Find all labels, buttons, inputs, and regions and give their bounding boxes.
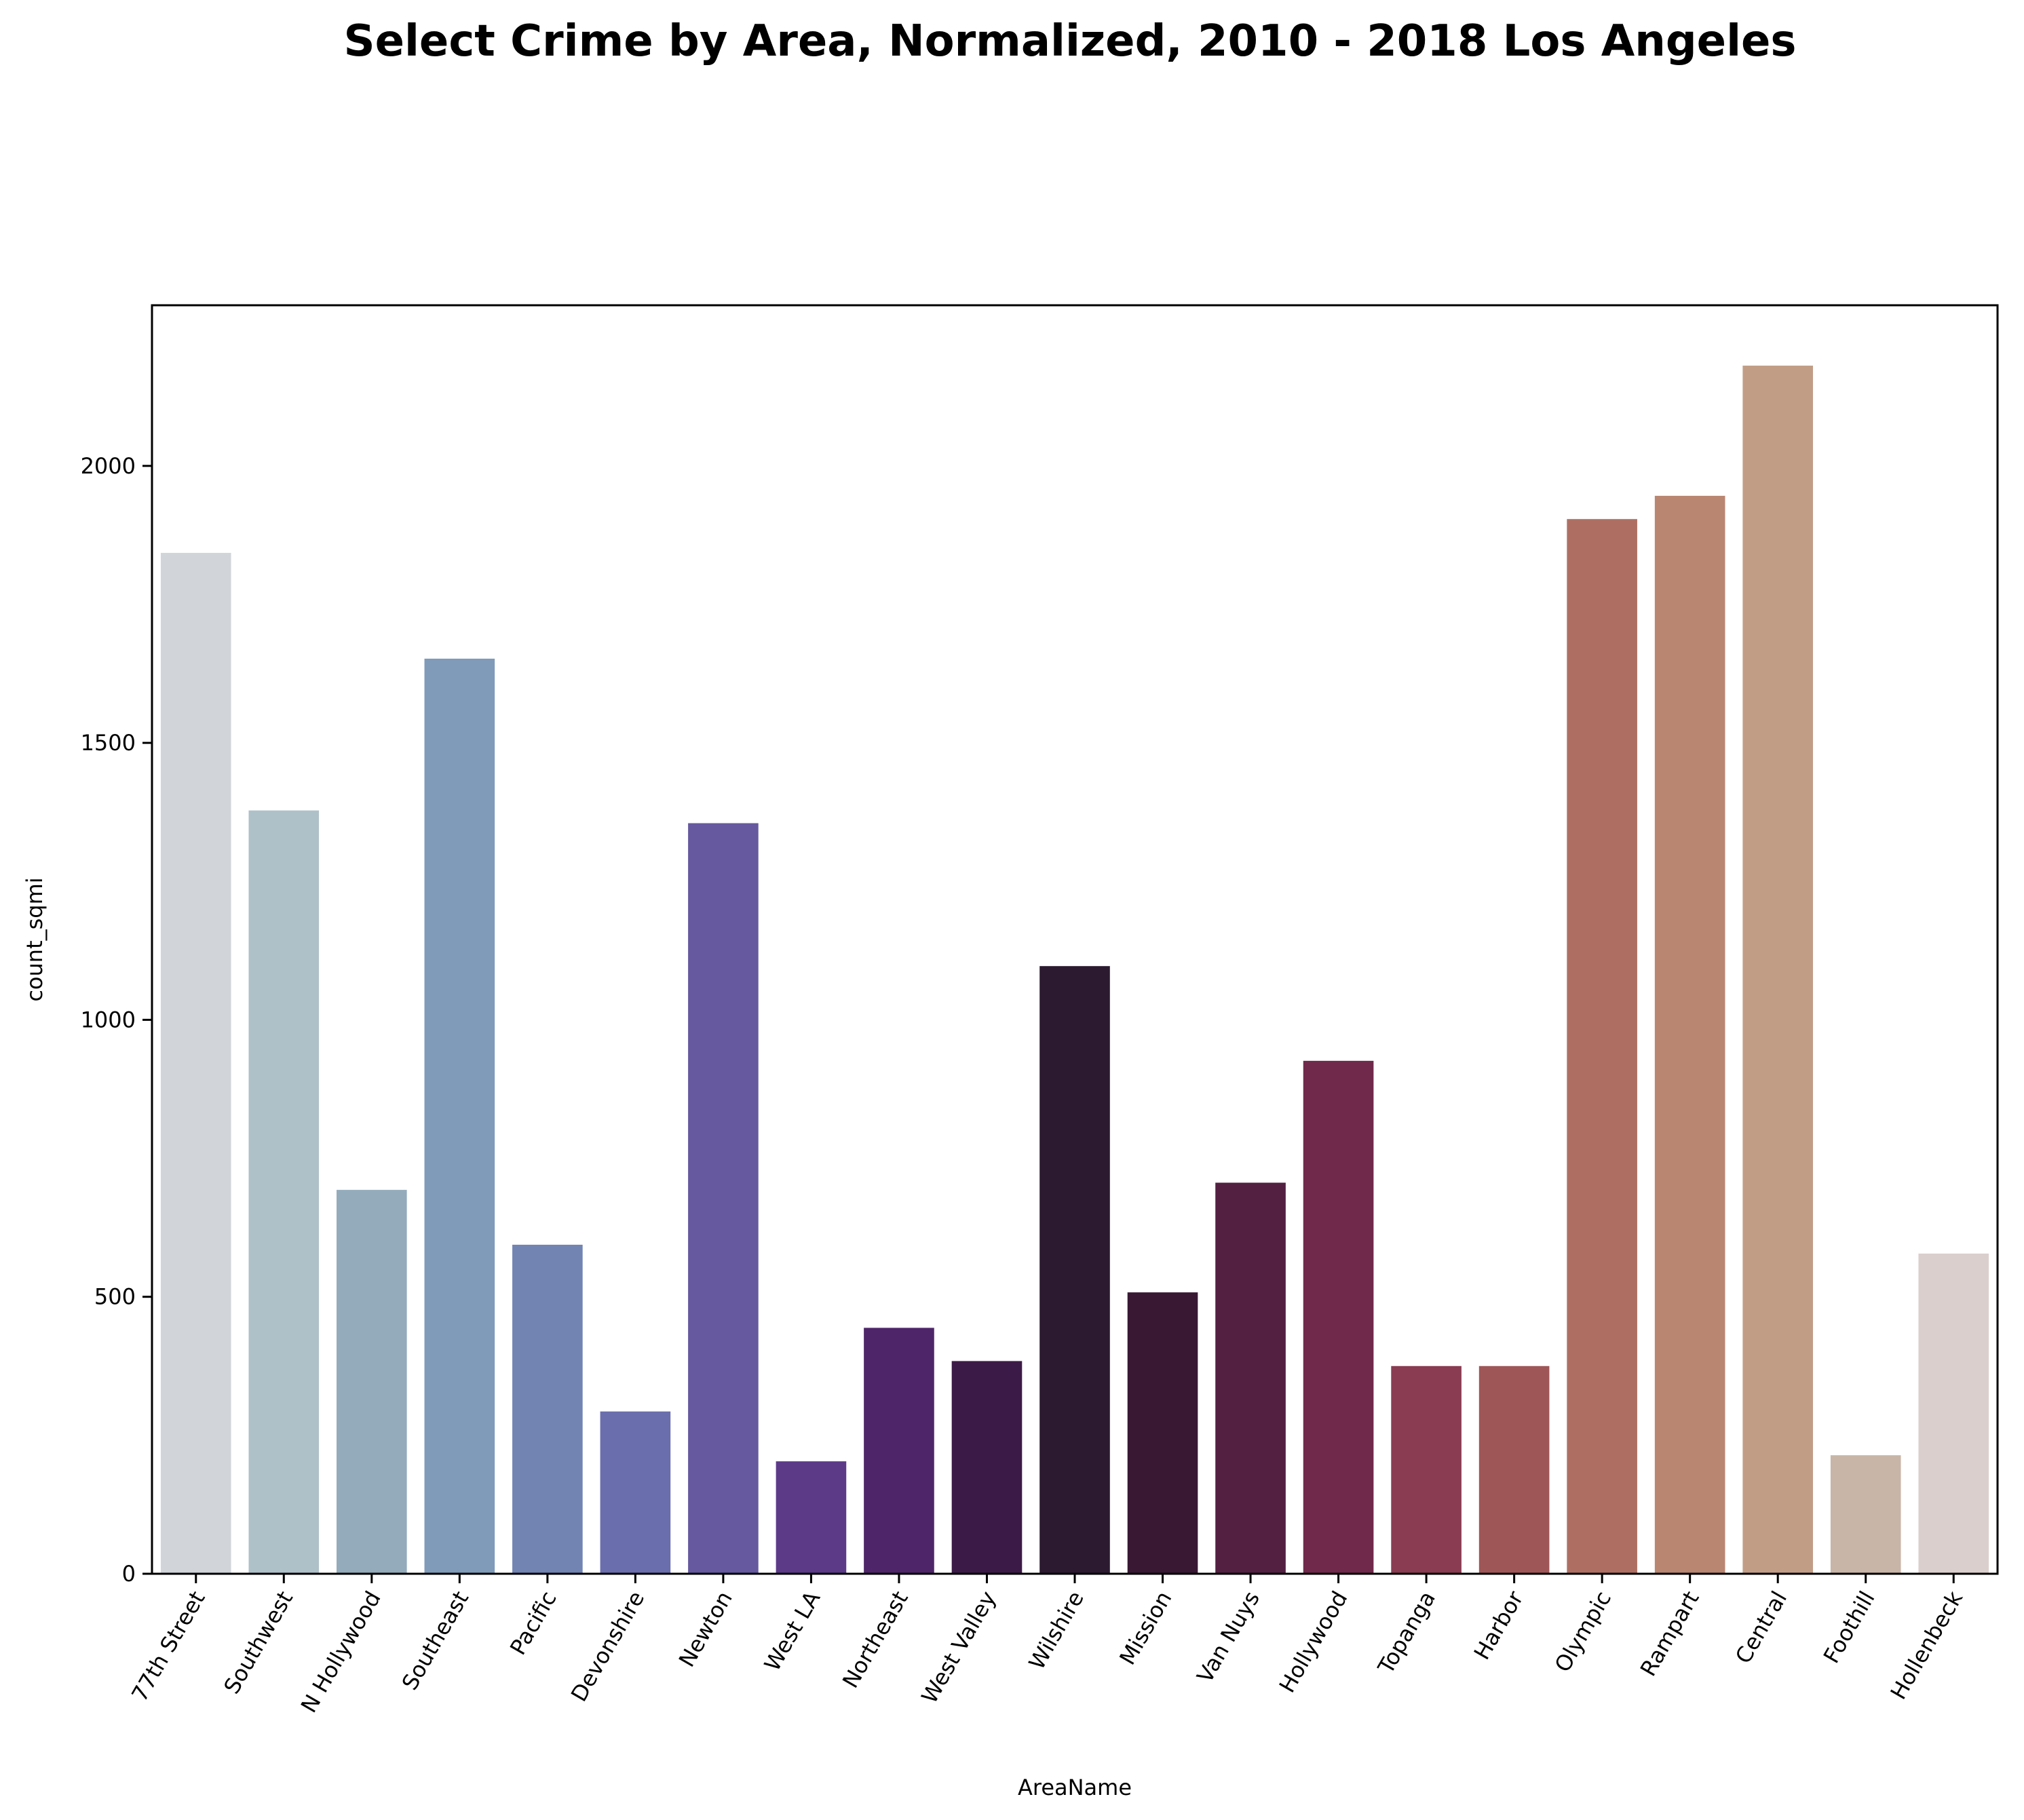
bar-mission (1127, 1292, 1198, 1574)
x-tick-label: West Valley (916, 1587, 1001, 1708)
chart-title: Select Crime by Area, Normalized, 2010 -… (343, 16, 1796, 66)
x-tick-label: Hollywood (1274, 1587, 1353, 1697)
bar-central (1742, 366, 1813, 1574)
bar-olympic (1567, 519, 1637, 1574)
x-tick-label: Olympic (1550, 1587, 1616, 1676)
bar-southeast (424, 658, 495, 1574)
bar-pacific (512, 1244, 583, 1574)
bar-wilshire (1039, 966, 1110, 1574)
x-tick-label: Devonshire (566, 1587, 649, 1706)
y-tick-label: 1500 (81, 730, 136, 756)
x-tick-label: Harbor (1469, 1586, 1529, 1664)
x-tick-label: Topanga (1373, 1587, 1440, 1679)
bar-west-valley (951, 1361, 1023, 1574)
x-tick-label: Foothill (1818, 1587, 1880, 1667)
bar-harbor (1478, 1366, 1550, 1574)
bar-northeast (864, 1328, 934, 1574)
bar-newton (688, 823, 759, 1574)
bar-hollywood (1303, 1060, 1374, 1574)
bar-topanga (1391, 1366, 1462, 1574)
y-tick-label: 2000 (81, 453, 136, 479)
x-tick-label: 77th Street (126, 1587, 210, 1706)
bars-layer (160, 366, 1989, 1574)
y-tick-label: 500 (94, 1284, 136, 1310)
x-tick-label: Central (1730, 1587, 1792, 1668)
x-tick-label: Pacific (505, 1587, 562, 1659)
bar-devonshire (600, 1411, 671, 1574)
x-tick-label: Rampart (1635, 1587, 1704, 1680)
x-tick-label: Northeast (837, 1587, 913, 1692)
x-tick-label: N Hollywood (296, 1587, 386, 1717)
x-tick-label: Mission (1114, 1587, 1177, 1669)
bar-foothill (1830, 1455, 1901, 1574)
x-tick-label: West LA (759, 1587, 826, 1676)
x-tick-label: Hollenbeck (1885, 1587, 1968, 1704)
x-tick-label: Southwest (218, 1587, 298, 1699)
bar-n-hollywood (337, 1190, 407, 1574)
bar-rampart (1654, 495, 1725, 1574)
y-axis-label: count_sqmi (22, 877, 47, 1001)
bar-southwest (248, 810, 320, 1574)
x-axis-label: AreaName (1018, 1775, 1132, 1800)
y-tick-label: 1000 (81, 1007, 136, 1032)
x-tick-label: Van Nuys (1191, 1587, 1265, 1687)
y-axis: 0 500 1000 1500 2000 (81, 453, 152, 1587)
x-tick-label: Newton (674, 1587, 738, 1671)
y-tick-label: 0 (122, 1561, 136, 1587)
bar-west-la (776, 1461, 847, 1574)
bar-van-nuys (1215, 1182, 1286, 1574)
bar-77th-street (160, 553, 231, 1574)
x-tick-label: Southeast (397, 1587, 474, 1695)
bar-hollenbeck (1918, 1254, 1989, 1574)
x-tick-label: Wilshire (1024, 1587, 1089, 1674)
